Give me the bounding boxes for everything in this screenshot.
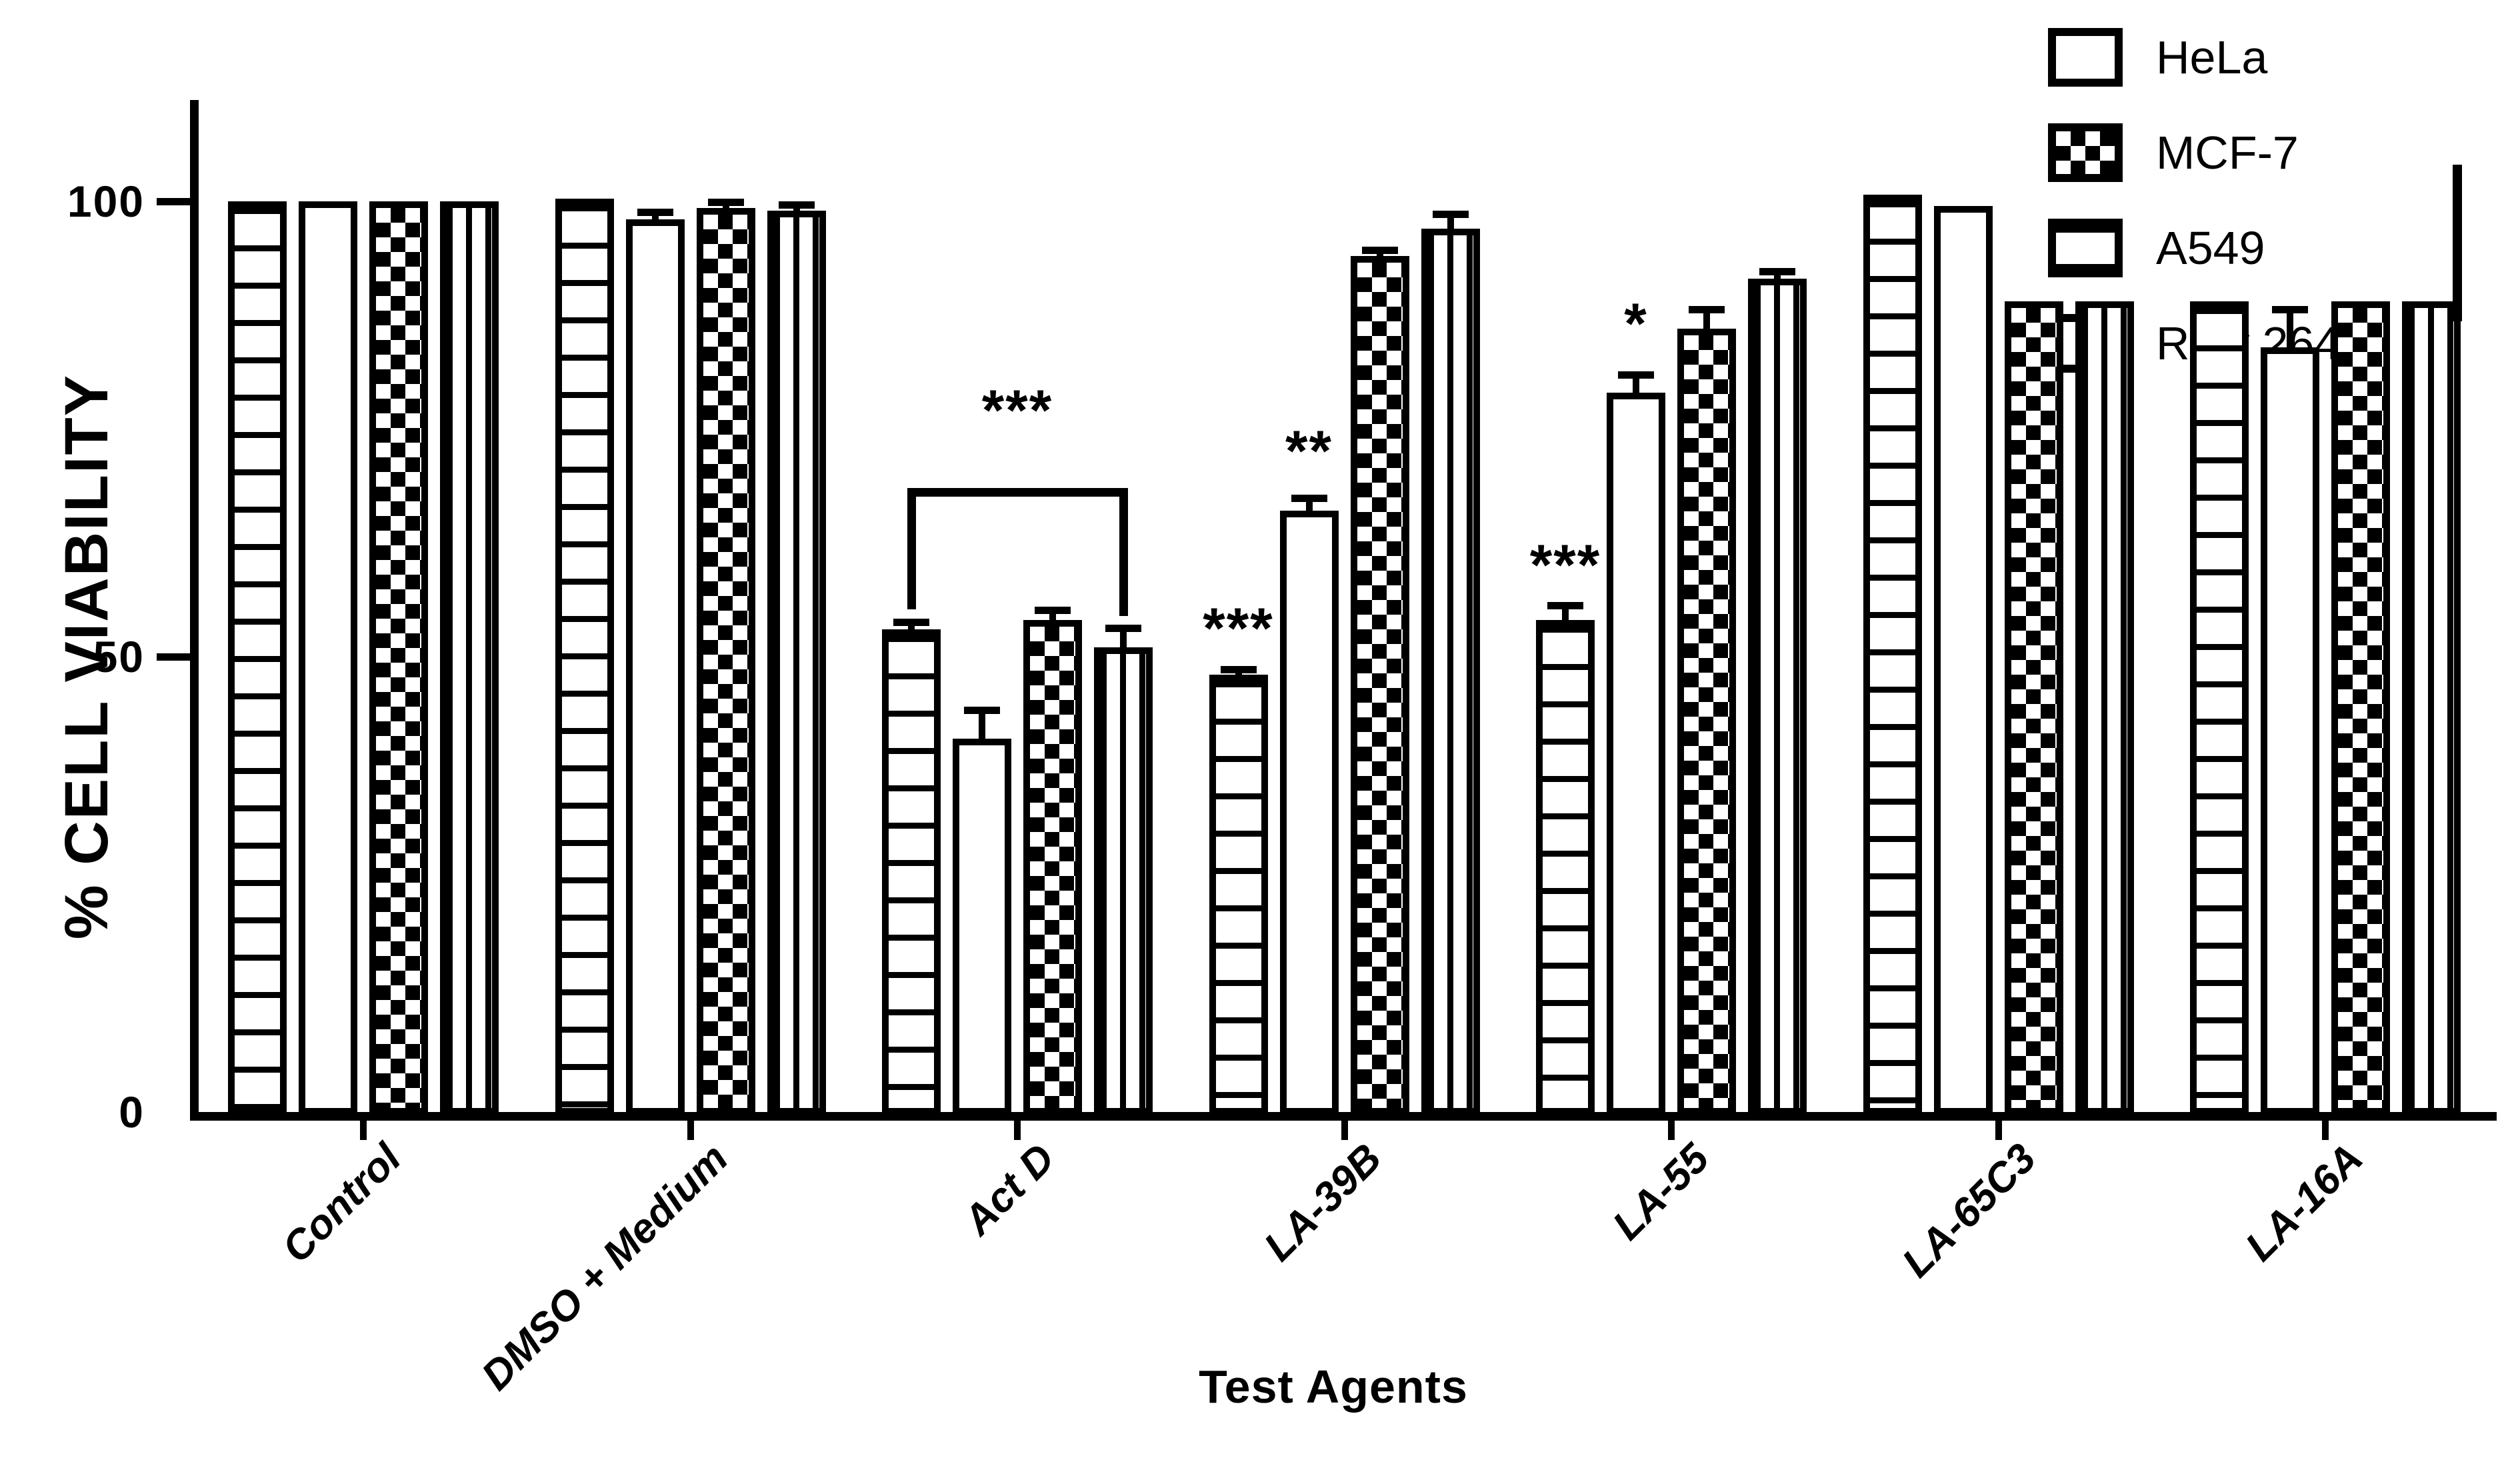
bar-raw-264-7-control [440, 201, 499, 1115]
y-tick-label: 100 [67, 177, 145, 226]
error-bar-cap [1618, 371, 1654, 379]
error-bar-stem [1562, 602, 1569, 634]
error-bar-stem [1703, 306, 1710, 343]
legend-item-mcf-7: MCF-7 [2048, 123, 2379, 182]
legend-label: HeLa [2156, 31, 2268, 83]
error-bar-cap [1432, 210, 1469, 218]
error-bar-cap [1759, 267, 1795, 275]
x-tick-mark [2322, 1120, 2329, 1140]
x-category-label-la-39b: LA-39B [1255, 1135, 1391, 1270]
x-category-label-la-55: LA-55 [1603, 1135, 1718, 1249]
significance-bracket-leg [907, 488, 916, 609]
error-bar-stem [1633, 371, 1639, 406]
legend-label: A549 [2156, 222, 2265, 274]
bar-hela-la-16a [2261, 347, 2319, 1115]
error-bar-cap [1547, 602, 1583, 610]
significance-bracket-leg [1119, 488, 1128, 616]
bar-a549-dmso-medium [555, 198, 614, 1115]
significance-stars: *** [1529, 533, 1601, 597]
error-bar-cap [1689, 306, 1725, 314]
significance-stars: *** [1203, 597, 1274, 661]
error-bar-cap [1361, 247, 1398, 255]
y-tick-mark [157, 198, 190, 205]
y-tick-label: 50 [93, 632, 145, 681]
bar-a549-la-39b [1209, 675, 1268, 1115]
bar-mcf-7-la-65c3 [2004, 301, 2063, 1115]
legend-label: MCF-7 [2156, 127, 2299, 179]
bar-a549-control [228, 201, 287, 1115]
error-bar-cap [1220, 665, 1257, 673]
bar-raw-264-7-la-65c3 [2075, 301, 2134, 1115]
bar-mcf-7-dmso-medium [696, 207, 755, 1115]
error-bar-stem [979, 707, 985, 752]
significance-stars: *** [981, 378, 1053, 443]
bar-mcf-7-act-d [1023, 620, 1082, 1115]
significance-stars: * [1624, 291, 1648, 356]
error-bar-cap [1105, 625, 1141, 633]
stray-line-artifact [2453, 165, 2462, 322]
y-tick-mark [157, 653, 190, 661]
significance-stars: ** [1285, 419, 1333, 483]
error-bar-cap [778, 201, 815, 209]
legend-item-a549: A549 [2048, 219, 2379, 277]
bar-raw-264-7-la-39b [1421, 228, 1480, 1115]
x-category-label-la-65c3: LA-65C3 [1893, 1135, 2045, 1287]
bar-hela-control [299, 201, 357, 1115]
x-tick-mark [1668, 1120, 1675, 1140]
error-bar-stem [1305, 494, 1313, 525]
bar-raw-264-7-la-16a [2402, 301, 2461, 1115]
x-axis-title: Test Agents [1199, 1361, 1468, 1413]
bar-hela-dmso-medium [625, 219, 685, 1115]
bar-a549-act-d [882, 629, 941, 1115]
x-tick-mark [360, 1120, 367, 1140]
error-bar-cap [637, 208, 673, 216]
bar-mcf-7-la-55 [1677, 329, 1736, 1115]
error-bar-stem [2287, 306, 2293, 361]
x-category-label-la-16a: LA-16A [2237, 1135, 2372, 1270]
error-bar-cap [2272, 306, 2308, 314]
bar-mcf-7-la-16a [2331, 301, 2390, 1115]
significance-bracket [907, 488, 1127, 497]
legend-item-hela: HeLa [2048, 28, 2379, 87]
error-bar-stem [1447, 210, 1454, 242]
x-tick-mark [1014, 1120, 1021, 1140]
x-category-label-act-d: Act D [955, 1135, 1064, 1244]
bar-raw-264-7-act-d [1094, 647, 1153, 1115]
error-bar-cap [1291, 494, 1327, 502]
error-bar-cap [1035, 606, 1071, 614]
bar-raw-264-7-dmso-medium [767, 210, 826, 1115]
error-bar-stem [1049, 606, 1056, 634]
bar-mcf-7-control [369, 201, 428, 1115]
x-tick-mark [1341, 1120, 1348, 1140]
error-bar-cap [707, 198, 744, 206]
legend-swatch-checker-icon [2048, 123, 2123, 182]
bar-a549-la-16a [2190, 301, 2249, 1115]
bar-hela-act-d [953, 738, 1011, 1115]
x-category-label-control: Control [273, 1135, 410, 1272]
x-tick-mark [687, 1120, 694, 1140]
bar-hela-la-39b [1279, 511, 1339, 1115]
bar-hela-la-65c3 [1933, 205, 1993, 1115]
bar-a549-la-55 [1536, 620, 1595, 1115]
legend-swatch-plain-icon [2048, 28, 2123, 87]
legend-swatch-hlines-icon [2048, 219, 2123, 277]
bar-a549-la-65c3 [1863, 195, 1922, 1115]
x-category-label-dmso-medium: DMSO + Medium [473, 1135, 737, 1399]
bar-raw-264-7-la-55 [1748, 279, 1807, 1115]
error-bar-cap [964, 707, 1000, 715]
y-axis [190, 100, 199, 1120]
bar-hela-la-55 [1607, 392, 1665, 1115]
y-tick-label: 0 [119, 1087, 145, 1137]
error-bar-stem [1120, 625, 1127, 661]
bar-mcf-7-la-39b [1350, 255, 1409, 1115]
x-tick-mark [1995, 1120, 2002, 1140]
error-bar-cap [893, 618, 929, 626]
